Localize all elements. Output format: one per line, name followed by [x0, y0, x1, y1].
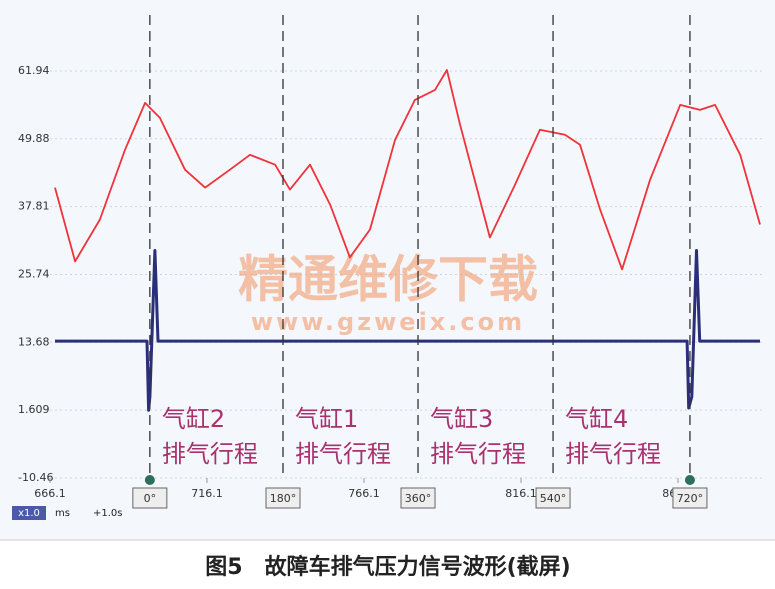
annotation-cylinder: 气缸2: [162, 405, 225, 433]
marker-label: 0°: [144, 492, 157, 505]
marker-label: 360°: [405, 492, 432, 505]
scale-label: x1.0: [18, 508, 40, 519]
y-tick-label: 13.68: [18, 335, 50, 348]
watermark: 精通维修下载: [238, 251, 538, 309]
y-tick-label: 37.81: [18, 200, 50, 213]
annotation-cylinder: 气缸1: [295, 405, 358, 433]
annotation-stroke: 排气行程: [565, 440, 661, 468]
caption: 图5 故障车排气压力信号波形(截屏): [205, 554, 570, 580]
y-tick-label: 49.88: [18, 132, 50, 145]
y-tick-label: -10.46: [18, 471, 53, 484]
cursor-dot: [684, 475, 695, 485]
scale-label: ms: [55, 508, 70, 519]
annotation-stroke: 排气行程: [430, 440, 526, 468]
watermark: www.gzweix.com: [251, 308, 525, 336]
cursor-dot: [144, 475, 155, 485]
marker-box: [672, 487, 708, 509]
series-line: [55, 249, 760, 412]
annotation-cylinder: 气缸3: [430, 405, 493, 433]
x-tick-label: 666.1: [34, 487, 66, 500]
y-tick-label: 25.74: [18, 267, 50, 280]
marker-label: 180°: [270, 492, 297, 505]
annotation-stroke: 排气行程: [295, 440, 391, 468]
x-tick-label: 766.1: [348, 487, 380, 500]
annotation-stroke: 排气行程: [162, 440, 258, 468]
y-tick-label: 61.94: [18, 64, 50, 77]
screen: [0, 0, 775, 540]
x-tick-label: 816.1: [505, 487, 537, 500]
marker-box: [132, 487, 168, 509]
series-line: [54, 69, 761, 271]
marker-label: 540°: [540, 492, 567, 505]
scale-box: [12, 506, 46, 520]
marker-box: [535, 487, 571, 509]
y-tick-label: 1.609: [18, 403, 50, 416]
marker-label: 720°: [677, 492, 704, 505]
x-tick-label: 716.1: [191, 487, 223, 500]
scale-label: +1.0s: [93, 508, 123, 519]
marker-box: [400, 487, 436, 509]
annotation-cylinder: 气缸4: [565, 405, 628, 433]
marker-box: [265, 487, 301, 509]
